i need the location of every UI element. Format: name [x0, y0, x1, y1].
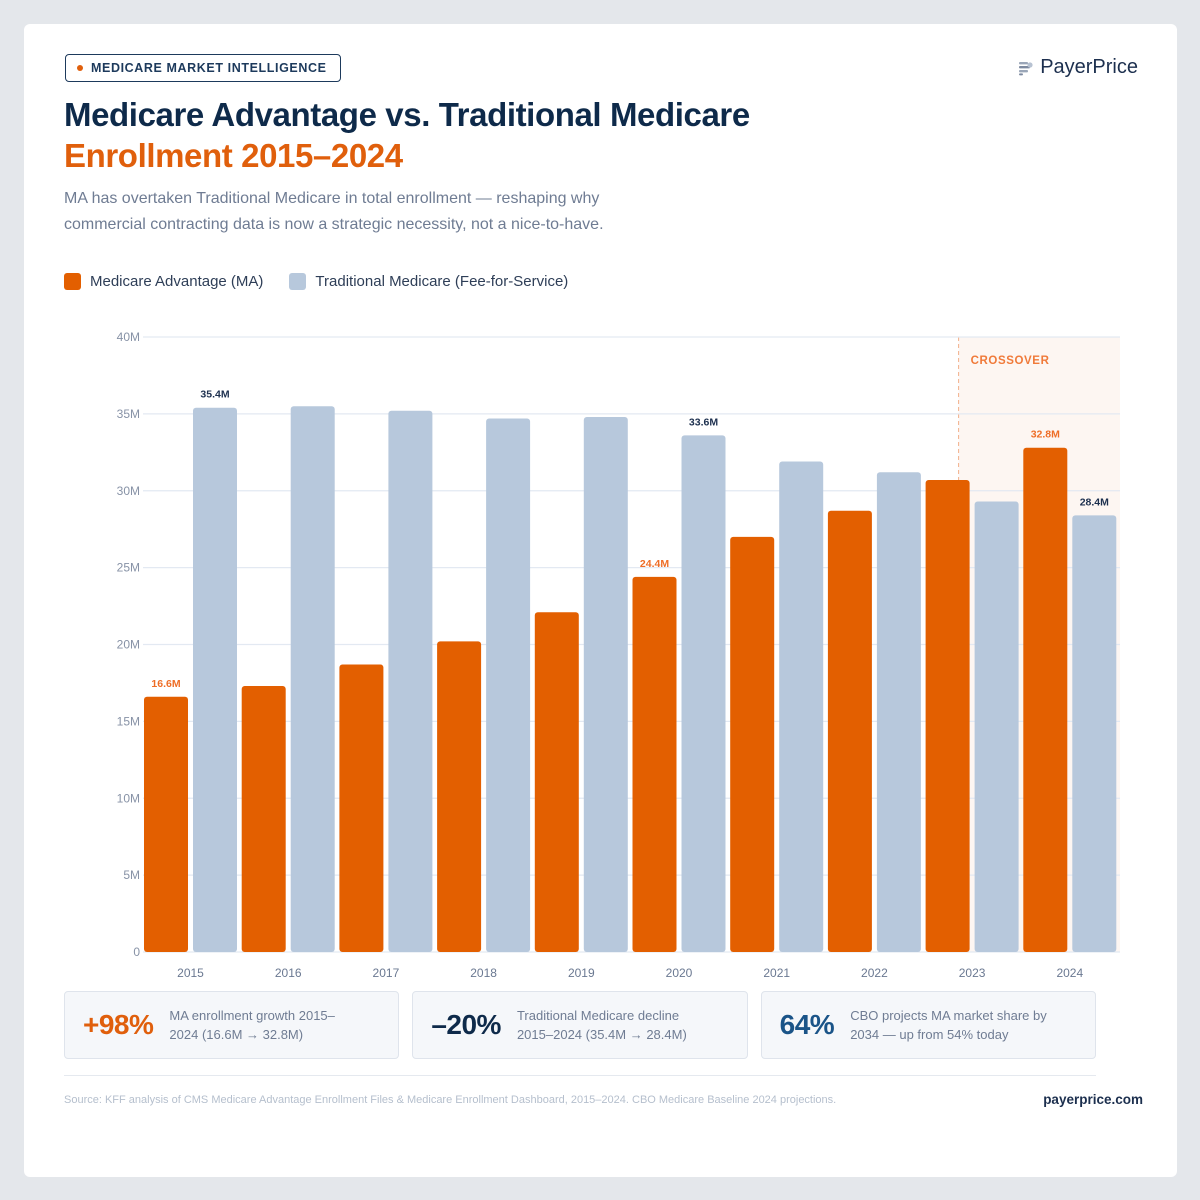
- bar-tm: [974, 501, 1019, 952]
- legend-label-ma: Medicare Advantage (MA): [90, 273, 264, 290]
- y-tick-label: 5M: [123, 868, 140, 882]
- x-tick-label: 2015: [177, 966, 204, 980]
- bar-ma: [144, 696, 188, 952]
- x-tick-label: 2019: [568, 966, 595, 980]
- x-tick-label: 2022: [861, 966, 888, 980]
- data-label: 16.6M: [151, 678, 180, 690]
- legend-swatch-ma: [64, 273, 81, 290]
- legend-label-tm: Traditional Medicare (Fee-for-Service): [315, 273, 569, 290]
- y-tick-label: 40M: [117, 330, 140, 344]
- legend-item-tm: Traditional Medicare (Fee-for-Service): [289, 273, 568, 290]
- bar-ma: [1023, 447, 1068, 952]
- x-tick-label: 2021: [763, 966, 790, 980]
- stat-description: MA enrollment growth 2015–2024 (16.6M → …: [169, 1008, 335, 1042]
- stat-description: CBO projects MA market share by 2034 — u…: [850, 1008, 1047, 1042]
- data-label: 35.4M: [200, 389, 229, 401]
- y-tick-label: 0: [133, 945, 140, 959]
- bar-ma: [925, 479, 970, 952]
- stat-card-ma-growth: +98% MA enrollment growth 2015–2024 (16.…: [64, 991, 400, 1059]
- brand-name: PayerPrice: [1040, 56, 1138, 78]
- x-tick-label: 2023: [959, 966, 986, 980]
- bar-tm: [388, 410, 433, 952]
- brand-logo: PayerPrice: [1018, 56, 1138, 79]
- stat-card-cbo-projection: 64% CBO projects MA market share by 2034…: [760, 991, 1096, 1059]
- y-tick-label: 30M: [117, 484, 140, 498]
- data-label: 28.4M: [1080, 496, 1109, 508]
- chart-legend: Medicare Advantage (MA) Traditional Medi…: [64, 273, 568, 290]
- crossover-annotation: CROSSOVER: [971, 355, 1050, 367]
- data-label: 33.6M: [689, 416, 718, 428]
- stat-value: –20%: [431, 1009, 501, 1040]
- bar-tm: [583, 416, 628, 952]
- bar-ma: [730, 536, 775, 952]
- x-tick-label: 2020: [666, 966, 693, 980]
- bar-ma: [827, 510, 872, 952]
- website-link[interactable]: payerprice.com: [1043, 1092, 1143, 1107]
- category-badge-label: MEDICARE MARKET INTELLIGENCE: [91, 61, 327, 75]
- x-tick-label: 2016: [275, 966, 302, 980]
- stats-row: +98% MA enrollment growth 2015–2024 (16.…: [64, 991, 1096, 1059]
- bar-ma: [534, 612, 579, 952]
- x-tick-label: 2024: [1056, 966, 1083, 980]
- y-tick-label: 35M: [117, 407, 140, 421]
- bar-ma: [437, 641, 482, 952]
- payerprice-logo-icon: [1019, 61, 1033, 75]
- bullet-dot-icon: [77, 65, 83, 71]
- bar-tm: [779, 461, 824, 952]
- bar-tm: [876, 472, 921, 952]
- stat-card-tm-decline: –20% Traditional Medicare decline 2015–2…: [412, 991, 748, 1059]
- data-label: 32.8M: [1031, 429, 1060, 441]
- stat-value: +98%: [83, 1009, 154, 1040]
- page-title: Medicare Advantage vs. Traditional Medic…: [64, 96, 750, 133]
- y-tick-label: 10M: [117, 791, 140, 805]
- y-tick-label: 25M: [117, 561, 140, 575]
- bar-tm: [193, 407, 237, 953]
- y-tick-label: 20M: [117, 638, 140, 652]
- category-badge: MEDICARE MARKET INTELLIGENCE: [65, 54, 341, 82]
- bar-tm: [486, 418, 531, 952]
- page-title-highlight: Enrollment 2015–2024: [64, 137, 403, 174]
- y-tick-label: 15M: [117, 714, 140, 728]
- stat-description: Traditional Medicare decline 2015–2024 (…: [516, 1008, 687, 1042]
- legend-item-ma: Medicare Advantage (MA): [64, 273, 263, 290]
- bar-ma: [632, 576, 677, 952]
- bar-ma: [241, 686, 286, 952]
- x-tick-label: 2018: [470, 966, 497, 980]
- footer-divider: [64, 1075, 1096, 1076]
- bar-ma: [339, 664, 384, 952]
- enrollment-bar-chart: 0 5M 10M 15M 20M 25M 30M 35M 40M CROSSOVER 2015 201…: [117, 330, 1120, 980]
- page-subtitle: MA has overtaken Traditional Medicare in…: [64, 190, 604, 233]
- bar-tm: [681, 435, 726, 952]
- source-note: Source: KFF analysis of CMS Medicare Adv…: [64, 1094, 837, 1106]
- x-tick-label: 2017: [373, 966, 400, 980]
- stat-value: 64%: [779, 1009, 835, 1040]
- legend-swatch-tm: [289, 273, 307, 290]
- data-label: 24.4M: [640, 558, 669, 570]
- bar-tm: [290, 406, 335, 952]
- bar-tm: [1072, 515, 1117, 952]
